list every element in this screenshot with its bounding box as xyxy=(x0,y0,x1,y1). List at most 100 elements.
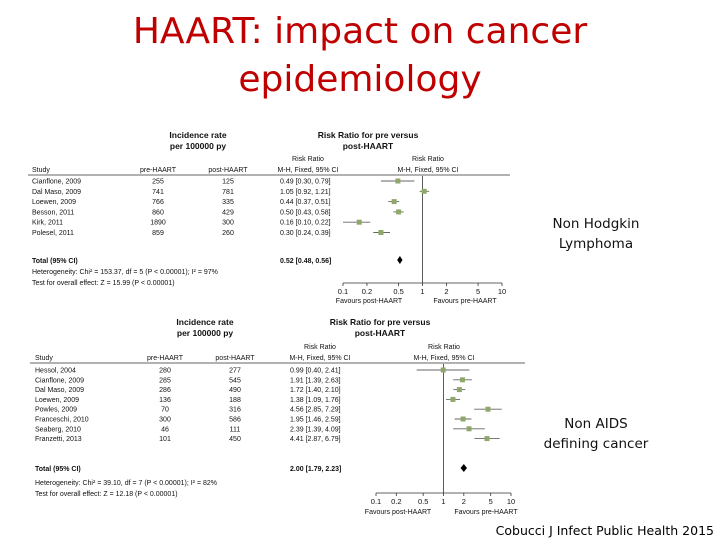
total-rr: 0.52 [0.48, 0.56] xyxy=(280,258,331,265)
point-estimate-marker xyxy=(421,188,427,194)
risk-ratio-ci: 1.38 [1.09, 1.76] xyxy=(290,397,341,404)
pre-haart-value: 300 xyxy=(159,417,171,424)
overall-effect: Test for overall effect: Z = 12.18 (P < … xyxy=(35,491,178,498)
col-post: post-HAART xyxy=(215,355,255,362)
study-name: Kirk, 2011 xyxy=(32,220,63,227)
slide-title: HAART: impact on cancer epidemiology xyxy=(0,8,720,104)
pre-haart-value: 255 xyxy=(152,179,164,186)
rr-header-2: post-HAART xyxy=(355,328,406,338)
post-haart-value: 188 xyxy=(229,397,241,404)
risk-ratio-ci: 0.44 [0.37, 0.51] xyxy=(280,199,331,206)
point-estimate-marker xyxy=(396,209,402,215)
pre-haart-value: 286 xyxy=(159,387,171,394)
favours-pre: Favours pre-HAART xyxy=(454,509,518,516)
point-estimate-marker xyxy=(484,436,490,442)
favours-post: Favours post-HAART xyxy=(365,509,432,516)
study-name: Loewen, 2009 xyxy=(35,397,79,404)
total-label: Total (95% CI) xyxy=(32,258,78,265)
post-haart-value: 260 xyxy=(222,230,234,237)
study-name: Powles, 2009 xyxy=(35,407,77,414)
study-name: Loewen, 2009 xyxy=(32,199,76,206)
point-estimate-marker xyxy=(356,219,362,225)
col-rr-c: Risk Ratio xyxy=(428,344,460,351)
risk-ratio-ci: 0.16 [0.10, 0.22] xyxy=(280,220,331,227)
nadc-label-line-1: Non AIDS xyxy=(564,416,628,432)
x-tick-label: 10 xyxy=(498,287,506,296)
rr-header-2: post-HAART xyxy=(343,141,394,151)
pre-haart-value: 285 xyxy=(159,377,171,384)
risk-ratio-ci: 1.05 [0.92, 1.21] xyxy=(280,189,331,196)
x-tick-label: 0.5 xyxy=(393,287,403,296)
risk-ratio-ci: 1.91 [1.39, 2.63] xyxy=(290,377,341,384)
col-rr-d: M-H, Fixed, 95% CI xyxy=(413,355,474,362)
post-haart-value: 586 xyxy=(229,417,241,424)
point-estimate-marker xyxy=(440,367,446,373)
x-tick-label: 10 xyxy=(507,497,515,506)
post-haart-value: 316 xyxy=(229,407,241,414)
study-name: Franceschi, 2010 xyxy=(35,417,89,424)
pre-haart-value: 46 xyxy=(161,426,169,433)
col-rr-d: M-H, Fixed, 95% CI xyxy=(397,167,458,174)
pre-haart-value: 766 xyxy=(152,199,164,206)
favours-post: Favours post-HAART xyxy=(336,298,403,305)
incidence-header-1: Incidence rate xyxy=(176,317,233,327)
pre-haart-value: 741 xyxy=(152,189,164,196)
x-tick-label: 2 xyxy=(462,497,466,506)
pre-haart-value: 860 xyxy=(152,209,164,216)
col-post: post-HAART xyxy=(208,167,248,174)
risk-ratio-ci: 0.50 [0.43, 0.58] xyxy=(280,209,331,216)
point-estimate-marker xyxy=(459,377,465,383)
col-rr-c: Risk Ratio xyxy=(412,156,444,163)
x-tick-label: 1 xyxy=(420,287,424,296)
point-estimate-marker xyxy=(485,406,491,412)
point-estimate-marker xyxy=(460,416,466,422)
study-name: Dal Maso, 2009 xyxy=(35,387,84,394)
x-tick-label: 0.2 xyxy=(362,287,372,296)
nadc-label-line-2: defining cancer xyxy=(543,436,649,452)
total-diamond xyxy=(460,464,468,472)
total-label: Total (95% CI) xyxy=(35,466,81,473)
nhl-label-line-1: Non Hodgkin xyxy=(552,216,640,232)
x-tick-label: 0.1 xyxy=(338,287,348,296)
point-estimate-marker xyxy=(395,178,401,184)
post-haart-value: 490 xyxy=(229,387,241,394)
col-rr-b: M-H, Fixed, 95% CI xyxy=(277,167,338,174)
x-tick-label: 2 xyxy=(444,287,448,296)
nhl-label-line-2: Lymphoma xyxy=(558,236,634,252)
study-name: Franzetti, 2013 xyxy=(35,436,82,443)
col-rr-b: M-H, Fixed, 95% CI xyxy=(289,355,350,362)
heterogeneity: Heterogeneity: Chi² = 153.37, df = 5 (P … xyxy=(32,269,218,276)
study-name: Dal Maso, 2009 xyxy=(32,189,81,196)
citation: Cobucci J Infect Public Health 2015 xyxy=(495,523,714,538)
point-estimate-marker xyxy=(391,199,397,205)
x-tick-label: 0.1 xyxy=(371,497,381,506)
rr-header-1: Risk Ratio for pre versus xyxy=(330,317,431,327)
pre-haart-value: 70 xyxy=(161,407,169,414)
x-tick-label: 5 xyxy=(489,497,493,506)
title-line-2: epidemiology xyxy=(238,59,482,100)
study-name: Cianflone, 2009 xyxy=(32,179,81,186)
x-tick-label: 0.5 xyxy=(418,497,428,506)
incidence-header-1: Incidence rate xyxy=(169,130,226,140)
pre-haart-value: 1890 xyxy=(150,220,166,227)
point-estimate-marker xyxy=(456,387,462,393)
study-name: Cianflone, 2009 xyxy=(35,377,84,384)
pre-haart-value: 101 xyxy=(159,436,171,443)
col-study: Study xyxy=(32,167,50,174)
post-haart-value: 781 xyxy=(222,189,234,196)
x-tick-label: 0.2 xyxy=(391,497,401,506)
heterogeneity: Heterogeneity: Chi² = 39.10, df = 7 (P <… xyxy=(35,480,217,487)
pre-haart-value: 136 xyxy=(159,397,171,404)
post-haart-value: 111 xyxy=(230,426,241,433)
col-rr-a: Risk Ratio xyxy=(292,156,324,163)
title-line-1: HAART: impact on cancer xyxy=(132,11,588,52)
favours-pre: Favours pre-HAART xyxy=(433,298,497,305)
pre-haart-value: 859 xyxy=(152,230,164,237)
risk-ratio-ci: 0.99 [0.40, 2.41] xyxy=(290,368,341,375)
post-haart-value: 450 xyxy=(229,436,241,443)
nadc-label: Non AIDS defining cancer xyxy=(534,414,658,454)
incidence-header-2: per 100000 py xyxy=(177,328,234,338)
risk-ratio-ci: 2.39 [1.39, 4.09] xyxy=(290,426,341,433)
x-tick-label: 1 xyxy=(441,497,445,506)
